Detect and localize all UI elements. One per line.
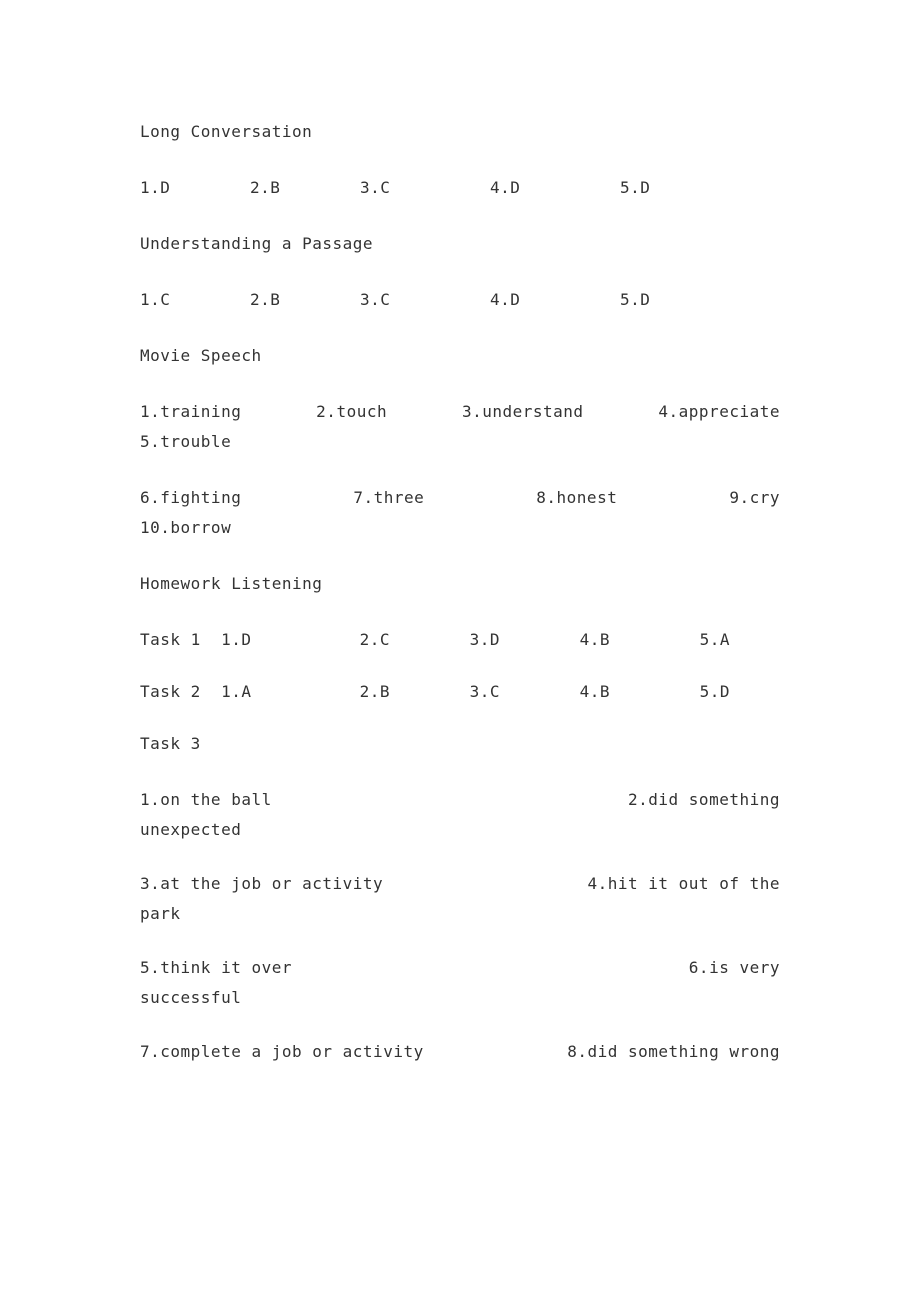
phrase-right: 8.did something wrong xyxy=(567,1040,780,1064)
word-item: 8.honest xyxy=(536,486,617,510)
section-title-homework-listening: Homework Listening xyxy=(140,572,780,596)
movie-speech-row2-cont: 10.borrow xyxy=(140,516,780,540)
long-conversation-answers: 1.D 2.B 3.C 4.D 5.D xyxy=(140,176,780,200)
answer-item: 1.C xyxy=(140,288,250,312)
task3-pair-1-cont: unexpected xyxy=(140,818,780,842)
phrase-right: 4.hit it out of the xyxy=(587,872,780,896)
phrase-right: 2.did something xyxy=(628,788,780,812)
section-title-long-conversation: Long Conversation xyxy=(140,120,780,144)
answer-item: 5.D xyxy=(620,176,730,200)
word-item: 3.understand xyxy=(462,400,584,424)
word-item: 1.training xyxy=(140,400,241,424)
phrase-left: 7.complete a job or activity xyxy=(140,1040,424,1064)
task3-pair-2-cont: park xyxy=(140,902,780,926)
movie-speech-row1: 1.training 2.touch 3.understand 4.apprec… xyxy=(140,400,780,424)
title-text: Movie Speech xyxy=(140,346,262,365)
answer-item: 2.B xyxy=(290,680,410,704)
word-item: 2.touch xyxy=(316,400,387,424)
task1-row: Task 1 1.D 2.C 3.D 4.B 5.A xyxy=(140,628,780,652)
answer-item: 4.B xyxy=(520,680,630,704)
answer-item: 1.D xyxy=(140,176,250,200)
title-text: Long Conversation xyxy=(140,122,312,141)
task-label: Task 2 1.A xyxy=(140,680,290,704)
answer-item: 2.B xyxy=(250,288,360,312)
task-label: Task 1 1.D xyxy=(140,628,290,652)
answer-item: 3.D xyxy=(410,628,520,652)
answer-item: 2.B xyxy=(250,176,360,200)
phrase-left: 5.think it over xyxy=(140,956,292,980)
task2-row: Task 2 1.A 2.B 3.C 4.B 5.D xyxy=(140,680,780,704)
answer-item: 4.B xyxy=(520,628,630,652)
phrase-left: 3.at the job or activity xyxy=(140,872,383,896)
movie-speech-row1-cont: 5.trouble xyxy=(140,430,780,454)
title-text: Understanding a Passage xyxy=(140,234,373,253)
answer-item: 5.D xyxy=(620,288,730,312)
phrase-cont: park xyxy=(140,904,181,923)
answer-item: 5.D xyxy=(630,680,730,704)
task3-pair-2: 3.at the job or activity 4.hit it out of… xyxy=(140,872,780,896)
task-label-text: Task 3 xyxy=(140,734,201,753)
task3-pair-3: 5.think it over 6.is very xyxy=(140,956,780,980)
phrase-cont: unexpected xyxy=(140,820,241,839)
phrase-cont: successful xyxy=(140,988,241,1007)
answer-item: 4.D xyxy=(490,176,620,200)
word-item: 10.borrow xyxy=(140,518,231,537)
title-text: Homework Listening xyxy=(140,574,322,593)
word-item: 9.cry xyxy=(729,486,780,510)
task3-label: Task 3 xyxy=(140,732,780,756)
answer-item: 3.C xyxy=(410,680,520,704)
phrase-left: 1.on the ball xyxy=(140,788,272,812)
answer-item: 2.C xyxy=(290,628,410,652)
understanding-passage-answers: 1.C 2.B 3.C 4.D 5.D xyxy=(140,288,780,312)
answer-item: 4.D xyxy=(490,288,620,312)
task3-pair-4: 7.complete a job or activity 8.did somet… xyxy=(140,1040,780,1064)
word-item: 5.trouble xyxy=(140,432,231,451)
section-title-movie-speech: Movie Speech xyxy=(140,344,780,368)
task3-pair-3-cont: successful xyxy=(140,986,780,1010)
word-item: 7.three xyxy=(353,486,424,510)
answer-item: 3.C xyxy=(360,176,490,200)
phrase-right: 6.is very xyxy=(689,956,780,980)
word-item: 4.appreciate xyxy=(658,400,780,424)
movie-speech-row2: 6.fighting 7.three 8.honest 9.cry xyxy=(140,486,780,510)
section-title-understanding-passage: Understanding a Passage xyxy=(140,232,780,256)
word-item: 6.fighting xyxy=(140,486,241,510)
answer-item: 3.C xyxy=(360,288,490,312)
task3-pair-1: 1.on the ball 2.did something xyxy=(140,788,780,812)
answer-item: 5.A xyxy=(630,628,730,652)
